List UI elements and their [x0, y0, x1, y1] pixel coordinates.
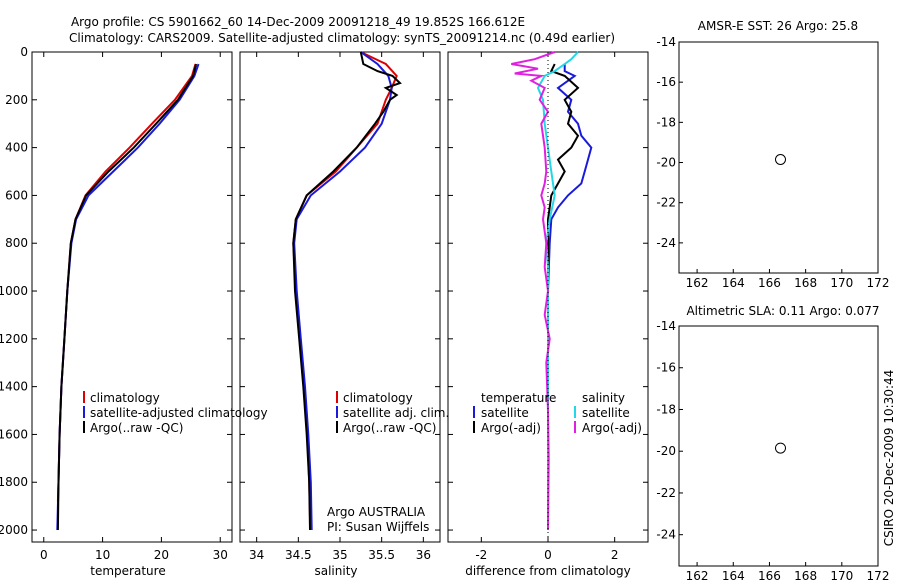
map-x-tick-label: 162: [686, 276, 709, 290]
y-tick-label: 400: [5, 141, 28, 155]
y-tick-label: 1800: [0, 475, 28, 489]
temperature-lines: [56, 63, 200, 531]
salinity-xlabel: salinity: [314, 564, 357, 578]
salinity-panel: [239, 51, 441, 543]
map-y-tick-label: -22: [656, 196, 676, 210]
y-tick-label: 600: [5, 188, 28, 202]
legend-label-argo: Argo(..raw -QC): [90, 421, 183, 435]
y-tick-label: 1400: [0, 380, 28, 394]
map-y-tick-label: -20: [656, 444, 676, 458]
map-y-tick-label: -16: [656, 361, 676, 375]
figure-title-line2: Climatology: CARS2009. Satellite-adjuste…: [69, 31, 615, 45]
map-y-tick-label: -22: [656, 486, 676, 500]
sla-float-marker: [775, 442, 786, 454]
map-x-tick-label: 166: [758, 569, 781, 580]
y-tick-label: 200: [5, 93, 28, 107]
x-tick-label: 36: [416, 548, 431, 562]
map-y-tick-label: -16: [656, 75, 676, 89]
sla-map-axes: 162 164 166 168 170 172 -14 -16 -18 -20 -22 -24: [656, 319, 889, 580]
sst-map-frame: [678, 41, 879, 274]
legend-label-satellite-adjusted: satellite-adjusted climatology: [90, 406, 268, 420]
x-tick-label: 30: [213, 548, 228, 562]
legend-label-sal-satellite: satellite: [582, 406, 630, 420]
argo-australia-note: Argo AUSTRALIA: [327, 505, 426, 519]
series-line-salinity-satellite: [536, 51, 579, 530]
legend-label-climatology: climatology: [90, 391, 160, 405]
map-y-tick-label: -18: [656, 402, 676, 416]
x-tick-label: 0: [544, 548, 552, 562]
y-tick-label: 1600: [0, 427, 28, 441]
legend-label-climatology: climatology: [343, 391, 413, 405]
y-tick-label: 1200: [0, 332, 28, 346]
legend-label-temp-satellite: satellite: [481, 406, 529, 420]
series-line-salinity-argo-adj: [511, 51, 556, 531]
x-tick-label: -2: [475, 548, 487, 562]
sst-map-title: AMSR-E SST: 26 Argo: 25.8: [698, 19, 858, 33]
figure-title-line1: Argo profile: CS 5901662_60 14-Dec-2009 …: [71, 15, 525, 29]
temperature-xlabel: temperature: [90, 564, 165, 578]
series-line-satellite-adj-clim: [293, 51, 393, 531]
legend-label-argo: Argo(..raw -QC): [343, 421, 436, 435]
legend-label-sal-argo: Argo(-adj): [582, 421, 642, 435]
map-y-tick-label: -14: [656, 35, 676, 49]
difference-axes: -2 0 2: [448, 51, 648, 562]
map-x-tick-label: 164: [722, 569, 745, 580]
map-y-tick-label: -20: [656, 156, 676, 170]
sla-map-frame: [678, 325, 879, 567]
legend-title-salinity: salinity: [582, 391, 625, 405]
map-x-tick-label: 172: [867, 276, 890, 290]
x-tick-label: 10: [95, 548, 110, 562]
map-x-tick-label: 168: [794, 276, 817, 290]
x-tick-label: 2: [611, 548, 619, 562]
difference-xlabel: difference from climatology: [465, 564, 631, 578]
difference-lines: [511, 51, 593, 531]
x-tick-label: 20: [154, 548, 169, 562]
map-x-tick-label: 172: [867, 569, 890, 580]
temperature-legend: climatology satellite-adjusted climatolo…: [83, 391, 268, 435]
sla-map-title: Altimetric SLA: 0.11 Argo: 0.077: [686, 304, 879, 318]
map-x-tick-label: 170: [830, 276, 853, 290]
map-y-tick-label: -18: [656, 115, 676, 129]
temperature-axes: 0 10 20 30 0 200 400 600 800 1000 1200 1400 1600 1800…: [0, 45, 232, 562]
y-tick-label: 0: [20, 45, 28, 59]
legend-title-temperature: temperature: [481, 391, 556, 405]
legend-label-temp-argo: Argo(-adj): [481, 421, 541, 435]
map-x-tick-label: 164: [722, 276, 745, 290]
map-y-tick-label: -24: [656, 528, 676, 542]
y-tick-label: 1000: [0, 284, 28, 298]
map-y-tick-label: -14: [656, 319, 676, 333]
x-tick-label: 35: [332, 548, 347, 562]
y-tick-label: 2000: [0, 523, 28, 537]
pi-note: PI: Susan Wijffels: [327, 520, 429, 534]
map-x-tick-label: 166: [758, 276, 781, 290]
map-x-tick-label: 162: [686, 569, 709, 580]
x-tick-label: 34.5: [285, 548, 312, 562]
temperature-panel: [31, 51, 233, 543]
difference-legend: temperature satellite Argo(-adj) salinit…: [473, 391, 642, 435]
y-tick-label: 800: [5, 236, 28, 250]
map-y-tick-label: -24: [656, 236, 676, 250]
sst-float-marker: [775, 154, 786, 165]
x-tick-label: 0: [40, 548, 48, 562]
salinity-lines: [292, 51, 402, 531]
series-line-argo-raw-qc: [56, 63, 198, 531]
legend-label-satellite-adj: satellite adj. clim.: [343, 406, 449, 420]
credit-stamp: CSIRO 20-Dec-2009 10:30:44: [882, 370, 896, 547]
salinity-axes: 34 34.5 35 35.5 36: [240, 51, 440, 562]
map-x-tick-label: 168: [794, 569, 817, 580]
x-tick-label: 34: [249, 548, 264, 562]
salinity-legend: climatology satellite adj. clim. Argo(..…: [336, 391, 449, 435]
sst-map-axes: 162 164 166 168 170 172 -14 -16 -18 -20 -22 -24: [656, 35, 889, 290]
series-line-argo-raw-qc: [292, 51, 402, 531]
x-tick-label: 35.5: [368, 548, 395, 562]
map-x-tick-label: 170: [830, 569, 853, 580]
